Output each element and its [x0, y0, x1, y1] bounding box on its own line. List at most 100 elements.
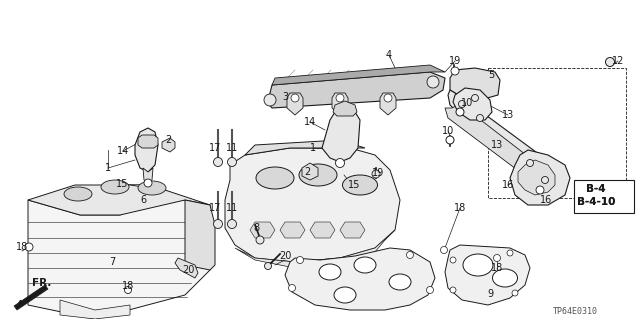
Polygon shape: [175, 258, 198, 278]
Text: 8: 8: [253, 223, 259, 233]
Text: 13: 13: [502, 110, 514, 120]
Text: 20: 20: [182, 265, 194, 275]
Circle shape: [406, 251, 413, 258]
Circle shape: [451, 67, 459, 75]
Circle shape: [214, 219, 223, 228]
Circle shape: [507, 250, 513, 256]
Text: 15: 15: [348, 180, 360, 190]
Text: 17: 17: [209, 203, 221, 213]
Text: 19: 19: [449, 56, 461, 66]
Text: 12: 12: [612, 56, 624, 66]
Text: 20: 20: [279, 251, 291, 261]
Circle shape: [264, 263, 271, 270]
Text: 9: 9: [487, 289, 493, 299]
Text: 2: 2: [304, 167, 310, 177]
Polygon shape: [322, 108, 360, 162]
Polygon shape: [225, 148, 400, 262]
Text: 19: 19: [372, 168, 384, 178]
Polygon shape: [518, 160, 555, 195]
Circle shape: [605, 57, 614, 66]
Text: 18: 18: [491, 263, 503, 273]
Text: 14: 14: [304, 117, 316, 127]
Ellipse shape: [319, 264, 341, 280]
Ellipse shape: [342, 175, 378, 195]
Polygon shape: [28, 185, 210, 215]
Polygon shape: [143, 168, 153, 183]
Text: TP64E0310: TP64E0310: [552, 308, 598, 316]
Polygon shape: [445, 245, 530, 305]
Circle shape: [512, 290, 518, 296]
Ellipse shape: [354, 257, 376, 273]
Text: 2: 2: [165, 135, 171, 145]
Text: 16: 16: [540, 195, 552, 205]
Circle shape: [264, 94, 276, 106]
Circle shape: [144, 179, 152, 187]
Circle shape: [450, 257, 456, 263]
Polygon shape: [250, 222, 275, 238]
Polygon shape: [453, 88, 492, 120]
Circle shape: [384, 94, 392, 102]
Text: B-4-10: B-4-10: [577, 197, 615, 207]
Polygon shape: [268, 72, 445, 108]
Circle shape: [446, 136, 454, 144]
Text: 1: 1: [105, 163, 111, 173]
Ellipse shape: [493, 269, 518, 287]
Circle shape: [477, 115, 483, 122]
Circle shape: [440, 247, 447, 254]
Polygon shape: [510, 150, 570, 205]
Text: 14: 14: [117, 146, 129, 156]
Polygon shape: [340, 222, 365, 238]
Ellipse shape: [334, 287, 356, 303]
Text: 7: 7: [109, 257, 115, 267]
Circle shape: [335, 159, 344, 167]
Text: B-4-10: B-4-10: [577, 197, 615, 207]
Polygon shape: [162, 138, 175, 152]
Circle shape: [527, 160, 534, 167]
Text: 4: 4: [386, 50, 392, 60]
Circle shape: [541, 176, 548, 183]
Polygon shape: [272, 65, 445, 85]
Text: 1: 1: [310, 143, 316, 153]
Circle shape: [458, 100, 465, 108]
Polygon shape: [448, 90, 548, 178]
Circle shape: [456, 108, 464, 116]
Circle shape: [426, 286, 433, 293]
Text: 10: 10: [461, 98, 473, 108]
Polygon shape: [285, 248, 435, 310]
Text: B-4: B-4: [586, 184, 606, 194]
Polygon shape: [280, 222, 305, 238]
Circle shape: [227, 219, 237, 228]
Text: 18: 18: [454, 203, 466, 213]
Circle shape: [427, 76, 439, 88]
Circle shape: [372, 170, 380, 178]
Circle shape: [336, 94, 344, 102]
Text: 10: 10: [442, 126, 454, 136]
Polygon shape: [333, 101, 357, 116]
Text: FR.: FR.: [32, 278, 52, 288]
Text: 15: 15: [116, 179, 128, 189]
Polygon shape: [332, 93, 348, 115]
Polygon shape: [28, 200, 210, 319]
Text: 11: 11: [226, 203, 238, 213]
Ellipse shape: [389, 274, 411, 290]
Circle shape: [472, 94, 479, 101]
Ellipse shape: [64, 187, 92, 201]
Ellipse shape: [101, 180, 129, 194]
Polygon shape: [185, 200, 215, 270]
Circle shape: [291, 94, 299, 102]
Polygon shape: [310, 222, 335, 238]
Bar: [488, 68, 626, 198]
Text: 16: 16: [502, 180, 514, 190]
Ellipse shape: [256, 167, 294, 189]
Polygon shape: [138, 135, 158, 148]
Circle shape: [296, 256, 303, 263]
Polygon shape: [60, 300, 130, 319]
Polygon shape: [245, 140, 365, 155]
Polygon shape: [235, 230, 395, 268]
Circle shape: [536, 186, 544, 194]
Bar: [574, 180, 634, 213]
Polygon shape: [380, 93, 396, 115]
Text: B-4: B-4: [586, 184, 606, 194]
Polygon shape: [14, 285, 48, 310]
Text: 11: 11: [226, 143, 238, 153]
